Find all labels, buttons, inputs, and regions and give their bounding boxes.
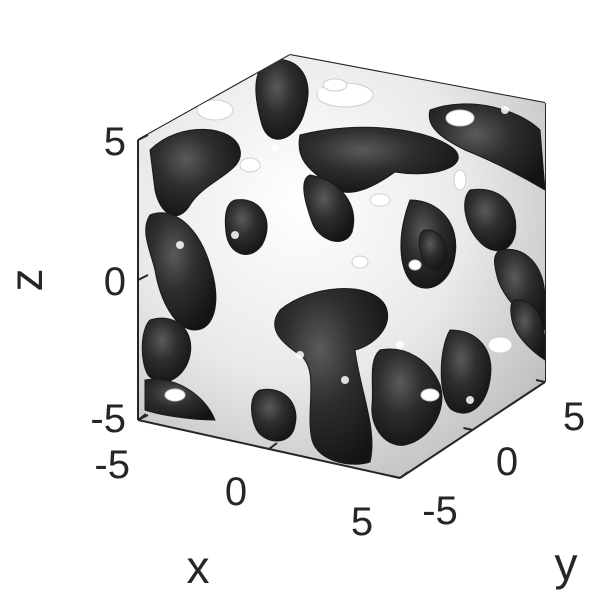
z-axis: 5 0 -5 z	[0, 120, 126, 441]
dark-blob	[418, 229, 448, 271]
y-tick-mark	[535, 379, 546, 383]
specular-highlight	[271, 144, 279, 152]
dark-blob	[255, 58, 309, 140]
surface-hole	[322, 78, 348, 92]
isosurface-volume	[138, 55, 545, 478]
surface-hole	[196, 99, 234, 121]
dark-blob	[440, 329, 492, 414]
y-tick-mark	[390, 475, 401, 479]
z-tick-mark	[137, 274, 149, 281]
surface-hole	[351, 255, 369, 269]
specular-highlight	[501, 106, 509, 114]
isosurface-highlights	[176, 88, 509, 404]
specular-highlight	[396, 341, 404, 349]
specular-highlight	[176, 241, 184, 249]
x-tick-mark	[137, 413, 147, 421]
x-axis-label: x	[187, 541, 210, 593]
dark-blob	[251, 388, 297, 442]
dark-blob	[141, 317, 192, 383]
z-tick-label-5: 5	[104, 120, 126, 164]
y-axis: -5 0 5 y	[422, 395, 585, 590]
isosurface-holes	[164, 78, 513, 402]
dark-blob	[303, 174, 355, 242]
specular-highlight	[231, 231, 239, 239]
dark-blob	[224, 199, 268, 255]
surface-hole	[453, 169, 467, 191]
surface-hole	[408, 259, 422, 271]
y-tick-mark	[463, 427, 473, 431]
specular-highlight	[296, 351, 304, 359]
x-tick-label-0: 0	[225, 470, 247, 514]
axis-tick-marks	[137, 134, 546, 479]
surface-hole	[487, 336, 513, 354]
x-tick-label-neg5: -5	[94, 443, 130, 487]
surface-hole	[369, 193, 391, 207]
specular-highlight	[466, 396, 474, 404]
y-tick-label-neg5: -5	[422, 489, 458, 533]
dark-blob	[371, 348, 443, 446]
z-tick-mark	[137, 134, 149, 141]
y-axis-label: y	[555, 538, 578, 590]
dark-blob	[510, 299, 545, 361]
surface-hole	[164, 388, 186, 402]
dark-blob	[145, 212, 217, 331]
x-tick-mark	[399, 471, 409, 479]
specular-highlight	[341, 376, 349, 384]
x-axis: -5 0 5 x	[94, 443, 373, 593]
y-tick-label-5: 5	[563, 395, 585, 439]
specular-highlight	[318, 88, 326, 96]
y-tick-label-0: 0	[496, 440, 518, 484]
surface-hole	[445, 109, 475, 127]
x-tick-label-5: 5	[351, 500, 373, 544]
x-tick-mark	[268, 442, 278, 450]
surface-hole	[420, 388, 440, 402]
z-tick-label-0: 0	[104, 260, 126, 304]
z-tick-label-neg5: -5	[90, 397, 126, 441]
z-axis-label: z	[0, 269, 52, 292]
surface-hole	[239, 157, 261, 173]
